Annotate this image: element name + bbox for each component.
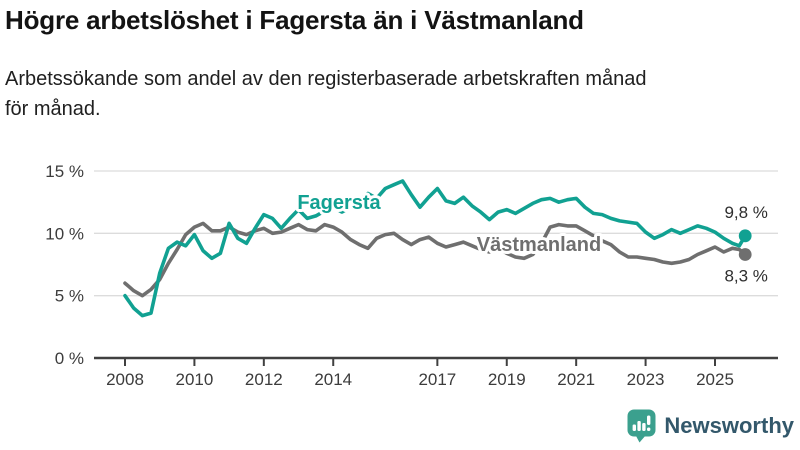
logo-bubble-tail (635, 435, 647, 443)
logo-exclamation-stem (647, 415, 651, 425)
subtitle-line-2: för månad. (5, 98, 101, 120)
newsworthy-logo[interactable]: Newsworthy (627, 409, 794, 443)
vastmanland-series-label: Västmanland (477, 234, 601, 256)
vastmanland-end-value-label: 8,3 % (724, 267, 767, 286)
x-axis-tick-label: 2023 (627, 370, 665, 389)
x-axis-tick-label: 2019 (488, 370, 526, 389)
fagersta-end-dot (738, 229, 752, 243)
logo-exclamation-dot (647, 427, 651, 431)
x-axis-tick-label: 2021 (557, 370, 595, 389)
logo-bar-2 (637, 421, 642, 431)
y-axis-tick-label: 15 % (45, 162, 84, 181)
newsworthy-wordmark: Newsworthy (664, 413, 794, 438)
y-axis-tick-label: 10 % (45, 224, 84, 243)
logo-bar-1 (633, 424, 637, 431)
vastmanland-end-dot (738, 248, 752, 261)
x-axis-tick-label: 2008 (106, 370, 144, 389)
page-title: Högre arbetslöshet i Fagersta än i Västm… (5, 5, 584, 35)
fagersta-series-label: Fagersta (297, 192, 381, 214)
x-axis-tick-label: 2010 (175, 370, 213, 389)
subtitle-line-1: Arbetssökande som andel av den registerb… (5, 68, 647, 90)
x-axis-tick-label: 2014 (314, 370, 352, 389)
x-axis-tick-label: 2025 (696, 370, 734, 389)
y-axis-tick-label: 0 % (55, 349, 84, 368)
y-axis-tick-label: 5 % (55, 287, 84, 306)
logo-bar-3 (642, 423, 647, 431)
logo-bubble (627, 409, 656, 437)
newsworthy-logo-icon (627, 409, 656, 443)
x-axis-tick-label: 2012 (245, 370, 283, 389)
fagersta-end-value-label: 9,8 % (724, 203, 767, 222)
vastmanland-line (123, 221, 748, 298)
x-axis-tick-label: 2017 (418, 370, 456, 389)
fagersta-line (123, 179, 748, 318)
chart-subtitle: Arbetssökande som andel av den registerb… (5, 64, 795, 124)
